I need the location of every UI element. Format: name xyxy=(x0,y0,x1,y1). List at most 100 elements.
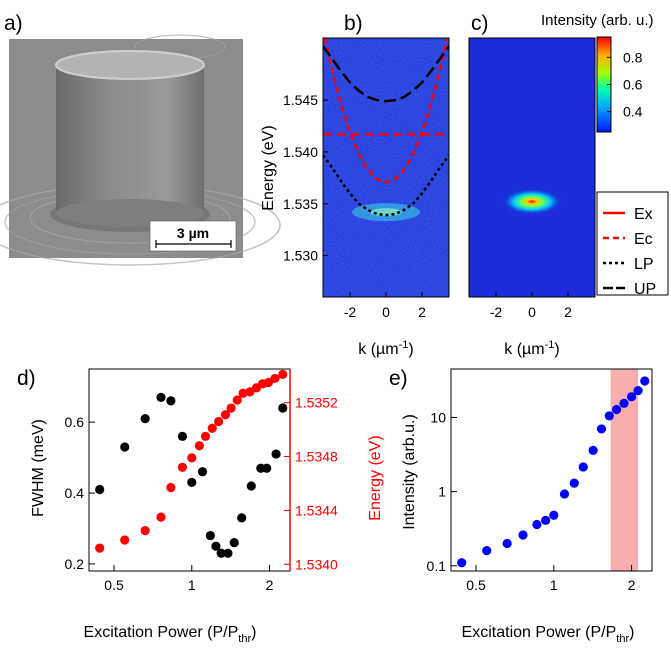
legend-label: Ex xyxy=(634,206,653,223)
energy-point xyxy=(200,431,211,441)
intensity-point xyxy=(569,478,579,488)
intensity-point xyxy=(482,546,492,556)
panel-d-y2tick-label: 1.5340 xyxy=(295,556,338,572)
panel-c-plot: -2 0 2 k (µm-1) xyxy=(468,37,596,358)
fwhm-point xyxy=(223,548,233,558)
panel-d-xtick-label: 0.5 xyxy=(104,577,124,593)
panel-c-xlabel: k (µm-1) xyxy=(504,339,559,358)
panel-d-y2tick-label: 1.5344 xyxy=(295,502,338,518)
fwhm-point xyxy=(246,481,256,491)
fwhm-point xyxy=(95,484,105,495)
panel-e-ytick-label: 1 xyxy=(438,484,446,500)
intensity-point xyxy=(633,386,643,396)
fwhm-point xyxy=(205,530,215,541)
panel-e-xlabel: Excitation Power (P/Pthr) xyxy=(462,624,635,645)
panel-b-ytick-label: 1.545 xyxy=(283,92,318,108)
colorbar-title: Intensity (arb. u.) xyxy=(541,12,654,29)
panel-e-ytick-label: 0.1 xyxy=(427,558,447,574)
intensity-point xyxy=(626,392,637,402)
intensity-point xyxy=(532,519,542,530)
panel-label-a: a) xyxy=(4,12,23,35)
energy-point xyxy=(95,543,105,553)
panel-e-xtick-label: 0.5 xyxy=(466,577,486,593)
panel-e-xtick-label: 1 xyxy=(550,577,558,593)
energy-point xyxy=(166,482,176,493)
panel-b-ytick-label: 1.535 xyxy=(283,196,318,212)
intensity-point xyxy=(518,530,528,540)
energy-point xyxy=(140,526,150,536)
panel-d-xtick-label: 1 xyxy=(188,577,196,593)
panel-c-peak xyxy=(502,188,562,215)
fwhm-point xyxy=(187,477,197,488)
curve-up xyxy=(323,45,449,103)
fwhm-point xyxy=(166,396,176,406)
panel-label-e: e) xyxy=(389,367,408,390)
scale-bar: 3 µm xyxy=(149,220,237,252)
colorbar-tick-label: 0.8 xyxy=(623,49,643,65)
colorbar: 0.8 0.6 0.4 xyxy=(596,36,643,133)
panel-d-y2label: Energy (eV) xyxy=(367,435,384,520)
panel-e-xtick-label: 2 xyxy=(628,577,636,593)
panel-e-plot: 0.5 1 2 0.1 1 10 Intensity (arb.u.) Excitatio… xyxy=(401,368,653,645)
fwhm-point xyxy=(262,463,272,473)
fwhm-point xyxy=(120,442,130,452)
panel-b-curves xyxy=(323,38,449,222)
energy-point xyxy=(214,416,224,427)
colorbar-tick-label: 0.6 xyxy=(623,77,643,93)
legend-label: Ec xyxy=(634,231,653,248)
intensity-point xyxy=(640,376,650,386)
panel-b-plot: 1.530 1.535 1.540 1.545 -2 0 2 Energy (eV) k (… xyxy=(260,37,450,358)
panel-c-xtick-label: 0 xyxy=(528,304,536,320)
panel-d-xtick-label: 2 xyxy=(266,577,274,593)
intensity-point xyxy=(541,515,551,525)
energy-point xyxy=(120,535,130,545)
panel-b-xtick-label: 2 xyxy=(418,304,426,320)
energy-point xyxy=(263,377,274,388)
fwhm-point xyxy=(177,431,188,441)
panel-b-ylabel: Energy (eV) xyxy=(260,125,277,210)
colorbar-tick-label: 0.4 xyxy=(623,104,643,120)
panel-b-xtick-label: 0 xyxy=(382,304,390,320)
fwhm-point xyxy=(197,467,208,477)
energy-point xyxy=(207,423,217,433)
panel-c-map xyxy=(469,38,595,297)
energy-point xyxy=(238,388,248,398)
curve-lp xyxy=(323,154,449,217)
energy-point xyxy=(232,395,242,405)
fwhm-point xyxy=(237,513,247,523)
scale-bar-label: 3 µm xyxy=(177,225,209,241)
panel-b-xlabel: k (µm-1) xyxy=(358,339,413,358)
intensity-point xyxy=(578,462,588,472)
fwhm-point xyxy=(140,414,150,424)
panel-e-ylabel: Intensity (arb.u.) xyxy=(401,414,418,530)
panel-d-plot: 0.5 1 2 0.2 0.4 0.6 1.5340 1.5344 1.5348 1.5352 F… xyxy=(30,368,384,645)
panel-d-xlabel: Excitation Power (P/Pthr) xyxy=(84,624,257,645)
fwhm-point xyxy=(211,541,221,551)
legend: Ex Ec LP UP xyxy=(596,191,669,298)
panel-d-ytick-label: 0.2 xyxy=(65,556,85,572)
panel-b-ytick-label: 1.530 xyxy=(283,248,318,264)
legend-label: LP xyxy=(634,256,654,273)
energy-point xyxy=(194,441,204,451)
panel-label-d: d) xyxy=(17,367,36,390)
curve-ec xyxy=(323,38,449,184)
energy-point xyxy=(187,453,197,463)
panel-b-xtick-label: -2 xyxy=(344,304,357,320)
legend-label: UP xyxy=(634,281,656,298)
intensity-point xyxy=(588,445,598,455)
intensity-point xyxy=(596,424,607,434)
fwhm-point xyxy=(156,392,166,402)
fwhm-point xyxy=(216,548,226,558)
panel-c-xtick-label: -2 xyxy=(490,304,503,320)
panel-b-ytick-label: 1.540 xyxy=(283,144,318,160)
panel-d-ytick-label: 0.4 xyxy=(65,485,85,501)
intensity-point xyxy=(619,398,629,408)
energy-point xyxy=(156,512,166,522)
panel-label-c: c) xyxy=(471,12,489,35)
energy-point xyxy=(177,462,188,472)
intensity-point xyxy=(549,510,559,520)
fwhm-point xyxy=(229,538,239,548)
intensity-point xyxy=(559,489,570,499)
intensity-point xyxy=(604,411,614,421)
